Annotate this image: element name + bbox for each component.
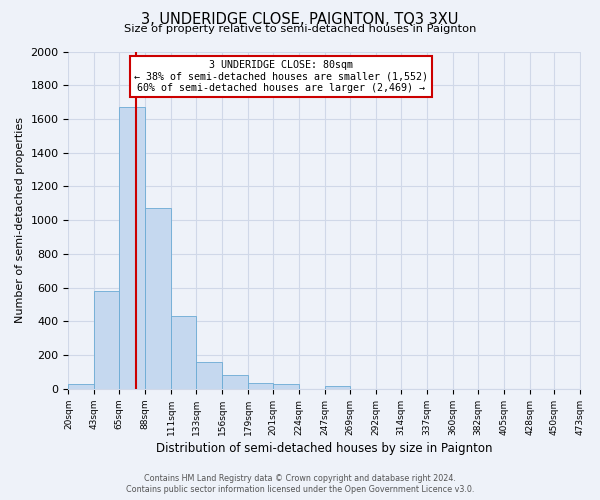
Bar [68,384,94,389]
Text: Size of property relative to semi-detached houses in Paignton: Size of property relative to semi-detach… [124,24,476,34]
Y-axis label: Number of semi-detached properties: Number of semi-detached properties [15,117,25,323]
Text: 3 UNDERIDGE CLOSE: 80sqm
← 38% of semi-detached houses are smaller (1,552)
60% o: 3 UNDERIDGE CLOSE: 80sqm ← 38% of semi-d… [134,60,428,93]
Bar [222,374,248,389]
Bar [171,316,196,389]
Bar [273,384,299,389]
Bar [325,386,350,389]
X-axis label: Distribution of semi-detached houses by size in Paignton: Distribution of semi-detached houses by … [156,442,493,455]
Bar [119,107,145,389]
Bar [248,383,273,389]
Bar [145,208,171,389]
Bar [196,362,222,389]
Text: 3, UNDERIDGE CLOSE, PAIGNTON, TQ3 3XU: 3, UNDERIDGE CLOSE, PAIGNTON, TQ3 3XU [142,12,458,28]
Bar [94,291,119,389]
Text: Contains HM Land Registry data © Crown copyright and database right 2024.
Contai: Contains HM Land Registry data © Crown c… [126,474,474,494]
